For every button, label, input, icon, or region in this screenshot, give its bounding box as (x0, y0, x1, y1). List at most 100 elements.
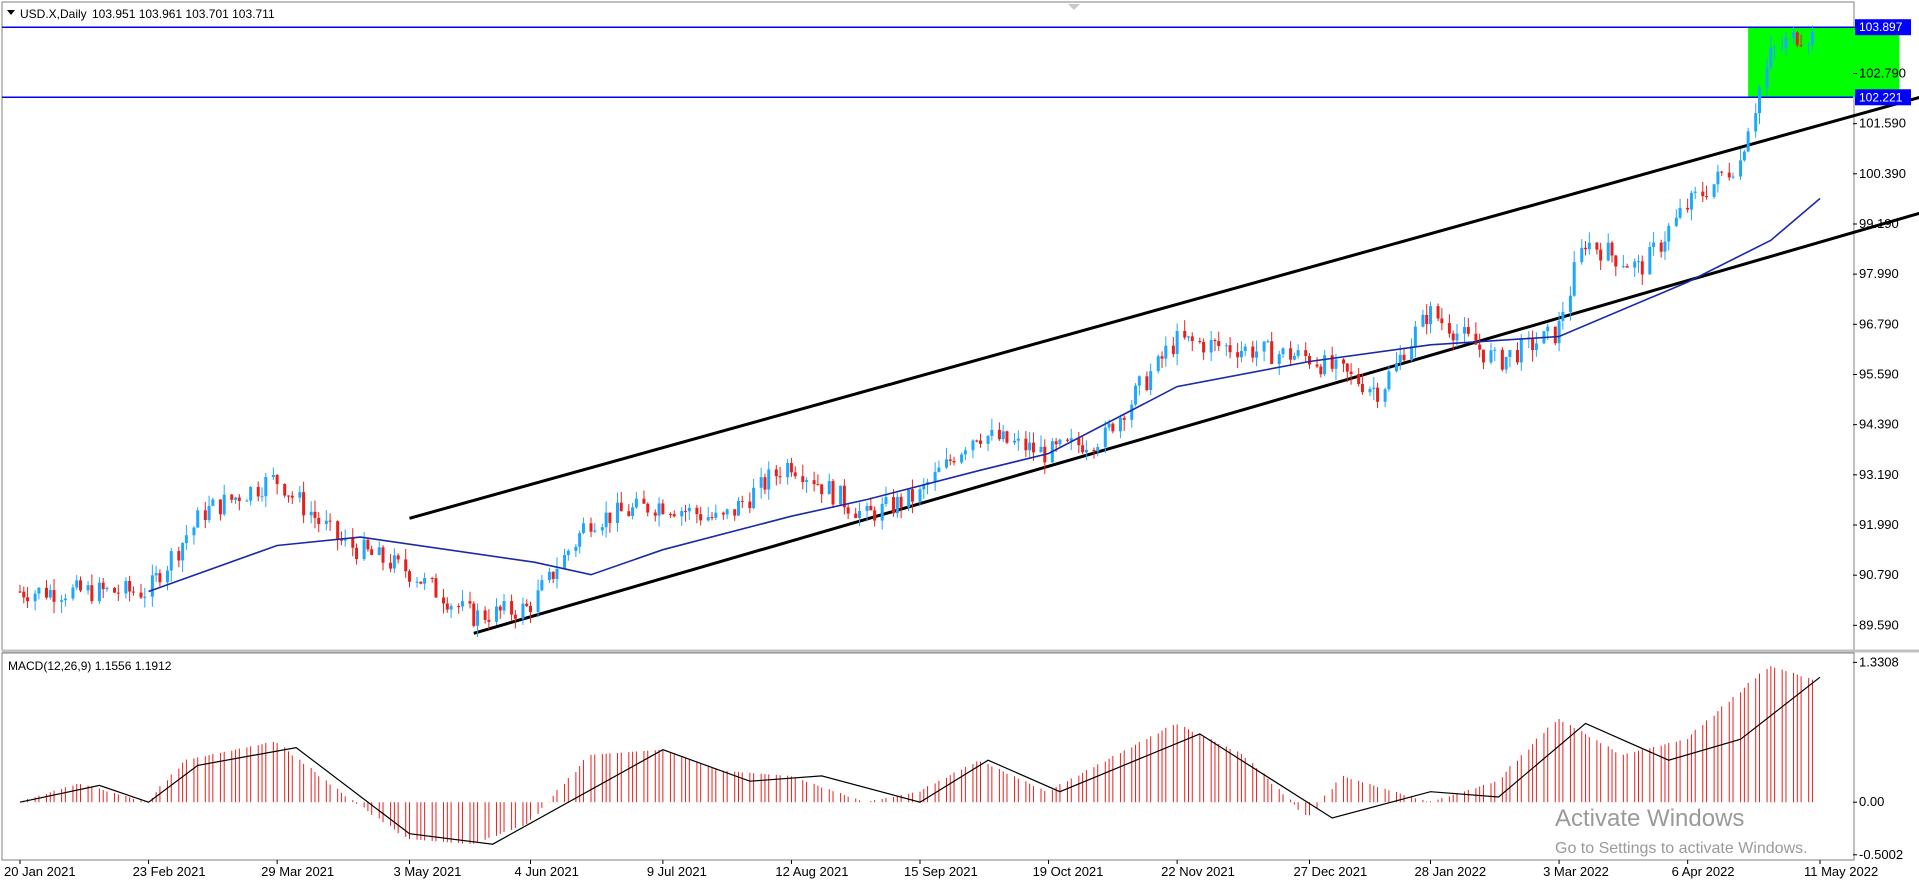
candle (1716, 164, 1720, 193)
candle-body (820, 484, 824, 495)
candle (786, 459, 790, 485)
candle (752, 478, 756, 510)
candle-body (1557, 320, 1561, 344)
candle (1705, 185, 1709, 200)
candle-body (1107, 423, 1111, 428)
candle (1266, 339, 1270, 343)
candle (234, 496, 238, 505)
candle-body (910, 489, 914, 502)
candle-body (494, 606, 498, 622)
candle (986, 434, 990, 451)
candle-body (1183, 331, 1187, 338)
candle-body (317, 517, 321, 525)
price-axis[interactable]: 103.897 102.790 101.590 100.390 99.190 97.990… (1853, 19, 1911, 632)
candle (1451, 330, 1455, 351)
candle-body (260, 496, 264, 498)
candle-body (589, 523, 593, 532)
candle-body (752, 487, 756, 509)
watermark-title: Activate Windows (1555, 805, 1744, 832)
candle (1413, 320, 1417, 358)
candle-body (184, 535, 188, 544)
macd-axis[interactable]: 1.3308 0.00 -0.5002 (1853, 654, 1903, 862)
candle (1111, 422, 1115, 434)
candle (634, 491, 638, 510)
candle (1746, 127, 1750, 153)
candle-body (143, 596, 147, 598)
scroll-marker-icon[interactable] (1068, 4, 1080, 10)
candle-body (1134, 385, 1138, 405)
candle (854, 507, 858, 519)
candle-body (355, 547, 359, 560)
candle-body (101, 582, 105, 590)
candle-body (600, 527, 604, 531)
candle-body (997, 429, 1001, 440)
candle-body (699, 514, 703, 521)
candle (1262, 341, 1266, 362)
candle-body (1595, 242, 1599, 250)
candle (521, 597, 525, 625)
candle (653, 509, 657, 522)
trend-line-0[interactable] (409, 27, 1919, 520)
candle-body (1614, 255, 1618, 267)
candle-body (1345, 363, 1349, 372)
candle (1118, 414, 1122, 439)
candle-body (899, 496, 903, 508)
candle-body (1584, 247, 1588, 250)
candle (1005, 430, 1009, 445)
candle-body (631, 507, 635, 516)
candle-body (1005, 431, 1009, 443)
candle (1058, 438, 1062, 447)
candle-body (642, 498, 646, 504)
candle-body (1640, 261, 1644, 275)
candle (695, 504, 699, 524)
candle-body (1784, 37, 1788, 48)
level-price-tag[interactable] (1855, 89, 1911, 106)
candle (1304, 342, 1308, 363)
candle-body (1716, 171, 1720, 185)
candle (1727, 162, 1731, 181)
candle (642, 490, 646, 504)
candle-body (22, 591, 26, 598)
candle (52, 579, 56, 614)
candle-body (1289, 348, 1293, 360)
candle (805, 477, 809, 494)
price-tick-label: 91.990 (1859, 517, 1899, 532)
chart-menu-arrow-icon[interactable] (7, 10, 15, 15)
candle (1001, 425, 1005, 443)
candle-body (1587, 242, 1591, 250)
candle (105, 586, 109, 592)
trend-line-1[interactable] (473, 140, 1919, 635)
candle-body (1394, 363, 1398, 372)
candle (918, 486, 922, 506)
candle-body (1156, 356, 1160, 372)
candle-body (578, 533, 582, 547)
candle (578, 530, 582, 554)
candle-body (328, 520, 332, 522)
candle (124, 577, 128, 599)
candle (1065, 438, 1069, 443)
candle-body (249, 487, 253, 501)
candle-body (1648, 247, 1652, 275)
candle-body (1810, 31, 1814, 45)
level-price-tag[interactable] (1855, 19, 1911, 36)
candle (1292, 352, 1296, 361)
candle-body (1323, 355, 1327, 375)
candle-body (1754, 113, 1758, 132)
candle-body (1198, 341, 1202, 343)
candle (290, 491, 294, 505)
candle (445, 597, 449, 613)
candle-body (1368, 388, 1372, 393)
candle-body (1031, 442, 1035, 453)
time-axis[interactable]: 20 Jan 2021 23 Feb 2021 29 Mar 2021 3 May 2… (4, 860, 1878, 879)
candle-body (1493, 349, 1497, 351)
moving-average-layer (148, 197, 1821, 593)
candle (377, 541, 381, 556)
candle-body (979, 440, 983, 444)
candle (336, 520, 340, 551)
candle (884, 486, 888, 507)
candle (1217, 331, 1221, 351)
candle-body (672, 514, 676, 517)
candle (264, 473, 268, 508)
candle-body (1421, 314, 1425, 327)
